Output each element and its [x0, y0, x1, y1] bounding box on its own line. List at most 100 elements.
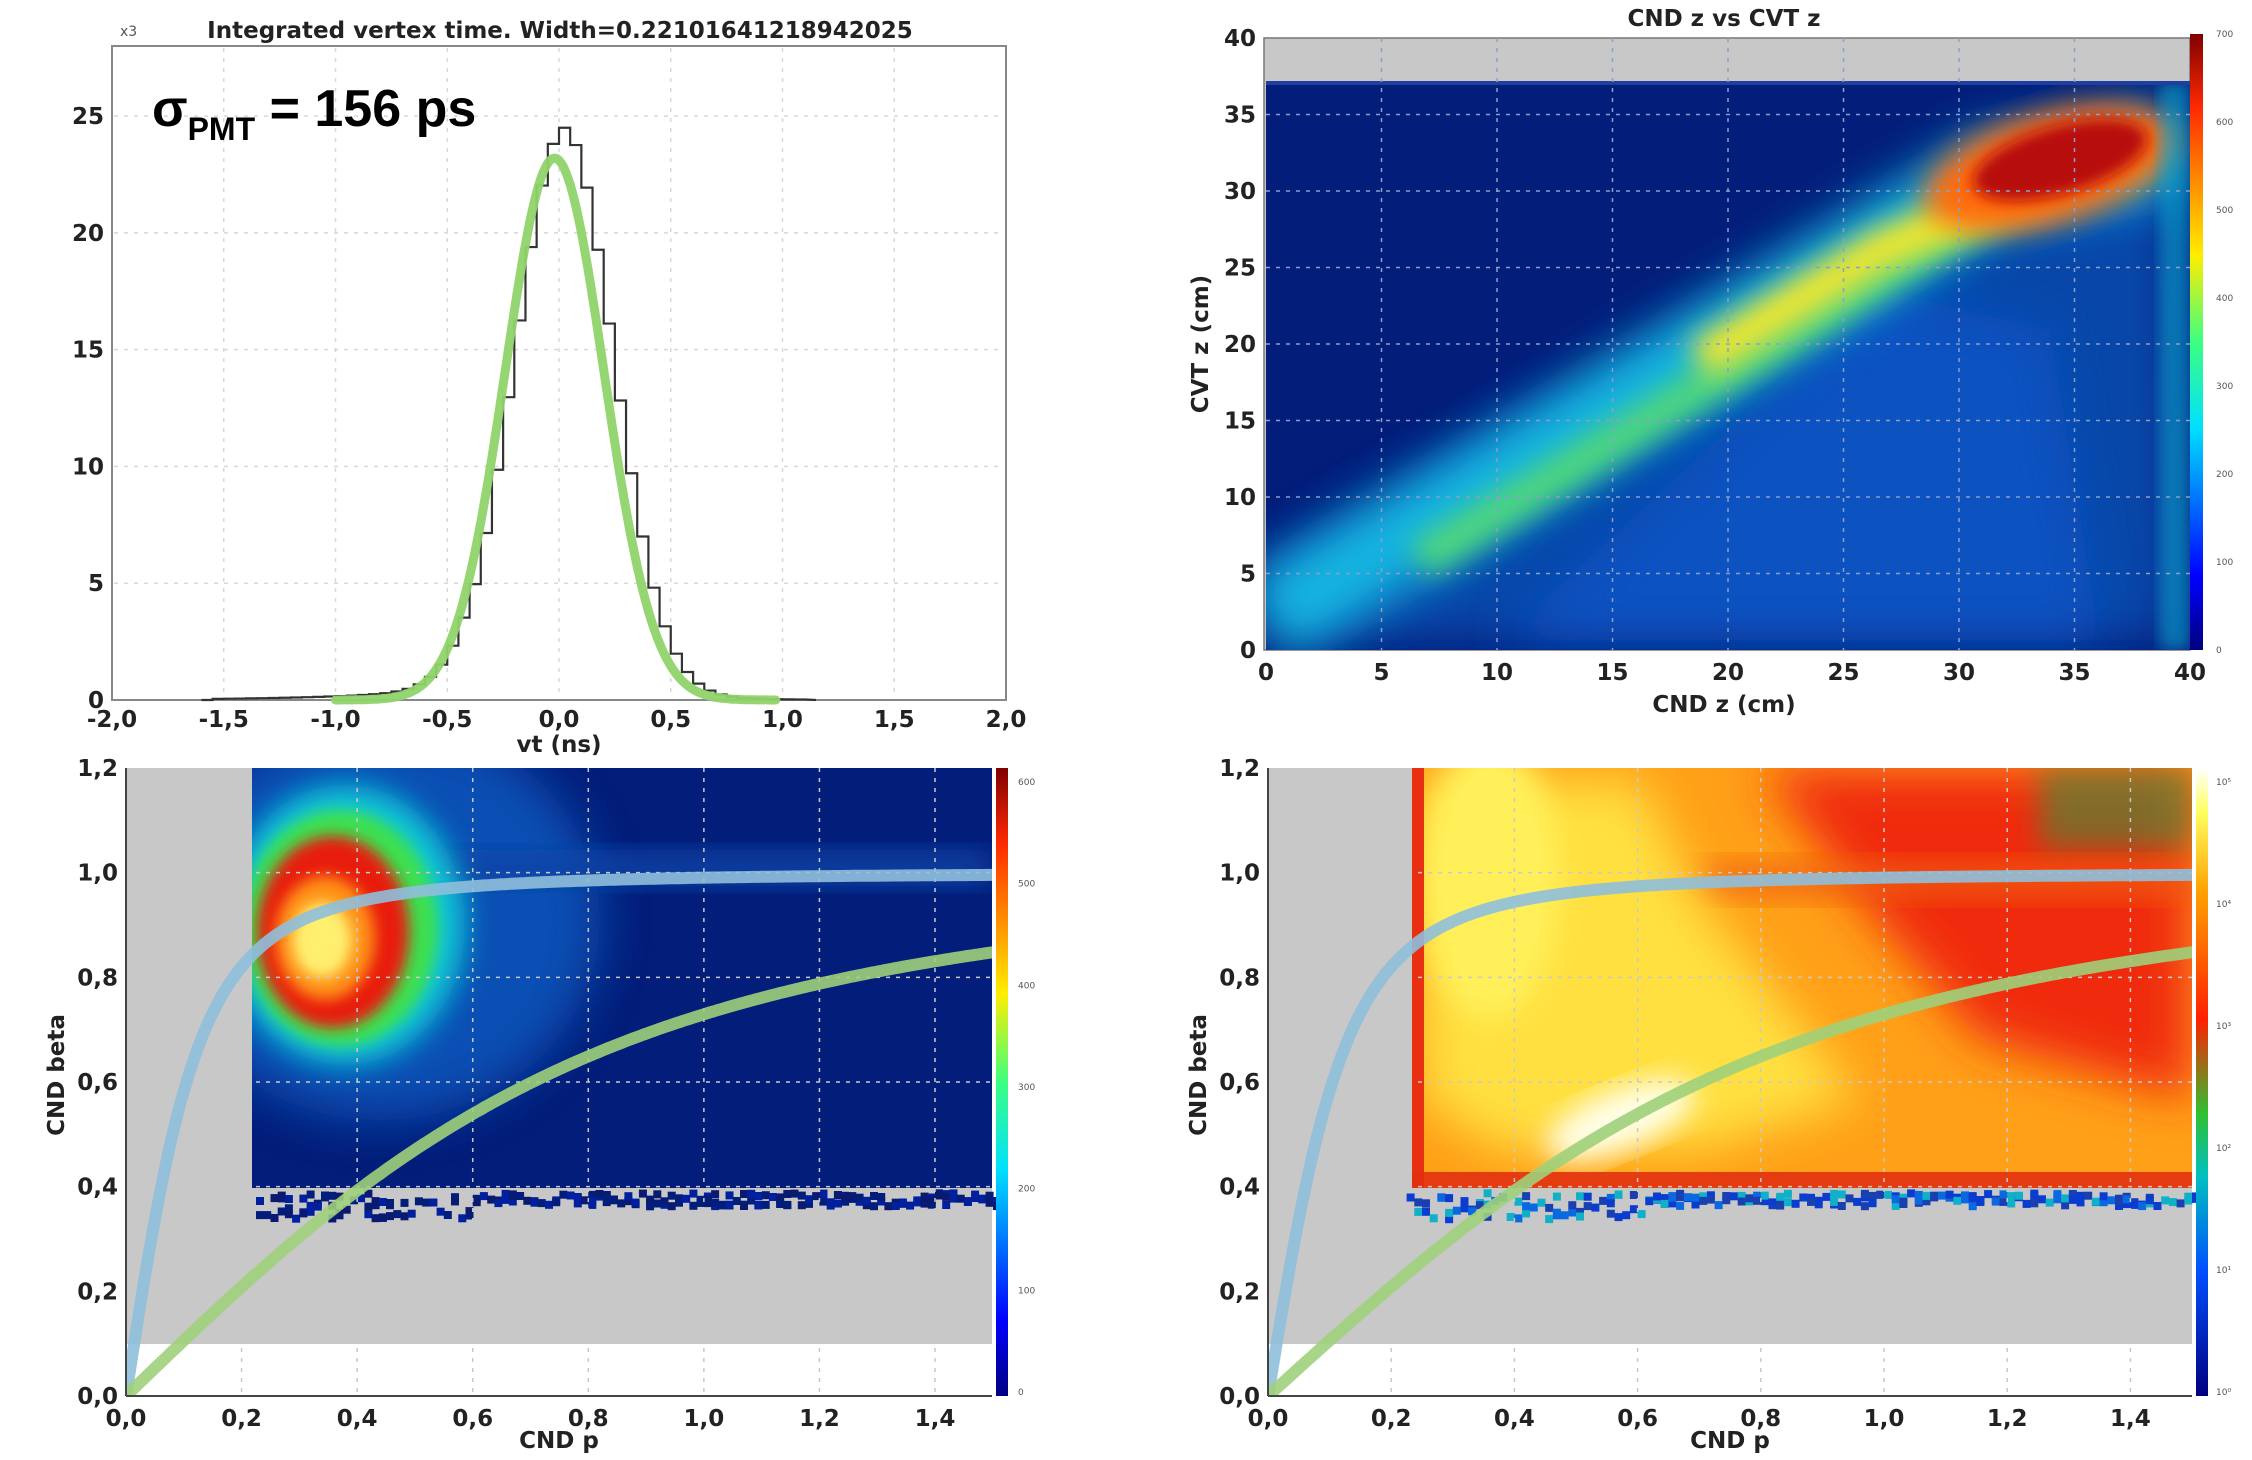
heatmap-pixel	[1868, 1191, 1877, 1200]
colorbar-label: 400	[1018, 981, 1035, 991]
heatmap-pixel	[364, 1210, 373, 1219]
heatmap-pixel	[1437, 1193, 1446, 1202]
heatmap-pixel	[414, 1197, 423, 1206]
heatmap-pixel	[1783, 1189, 1792, 1198]
heatmap-pixel	[1737, 1197, 1746, 1206]
heatmap-pixel	[1606, 1199, 1615, 1208]
x-tick-label: 40	[2174, 660, 2206, 686]
heatmap-pixel	[1760, 1197, 1769, 1206]
x-axis-label: CND z (cm)	[1652, 692, 1795, 718]
y-tick-label: 0,4	[1219, 1175, 1260, 1201]
heatmap-pixel	[2161, 1196, 2170, 1205]
heatmap-pixel	[1984, 1190, 1993, 1199]
colorbar-label: 500	[1018, 880, 1035, 890]
heatmap-pixel	[689, 1189, 698, 1198]
heatmap-pixel	[595, 1190, 604, 1198]
heatmap-pixel	[2061, 1201, 2070, 1210]
heatmap-pixel	[1930, 1193, 1939, 1202]
x-tick-label: 1,0	[1864, 1406, 1905, 1432]
y-multiplier-label: x3	[120, 24, 137, 40]
heatmap-pixel	[566, 1191, 575, 1200]
heatmap-pixel	[920, 1192, 929, 1201]
heatmap-pixel	[516, 1192, 525, 1200]
proton-guide-curve	[1268, 946, 2192, 1396]
heatmap-pixel	[263, 1211, 272, 1220]
heatmap-pixel	[1622, 1211, 1631, 1220]
heatmap-pixel	[1599, 1196, 1608, 1205]
heatmap-pixel	[1884, 1190, 1892, 1199]
heatmap-pixel	[1776, 1192, 1785, 1201]
heatmap-pixel	[2068, 1190, 2077, 1198]
grid	[114, 48, 1004, 698]
x-tick-label: -1,5	[199, 707, 249, 733]
y-tick-label: 5	[1240, 562, 1256, 588]
heatmap-pixel	[1706, 1191, 1715, 1200]
heatmap-yellow-left	[1420, 768, 1560, 1020]
heatmap-pixel	[2045, 1198, 2054, 1207]
heatmap-pixel	[1699, 1192, 1708, 1201]
heatmap-pixel	[638, 1189, 647, 1198]
heatmap-pixel	[465, 1211, 474, 1220]
heatmap-pixel	[1676, 1201, 1685, 1210]
heatmap-pixel	[1445, 1194, 1454, 1203]
heatmap-pixel	[1552, 1192, 1561, 1201]
heatmap-pixel	[1968, 1195, 1977, 1204]
heatmap-right-edge	[2160, 82, 2190, 650]
colorbar-labels: 0 100 200 300 400 500 600	[1018, 778, 1035, 1398]
heatmap-pixel	[833, 1191, 842, 1199]
colorbar-label: 100	[1018, 1286, 1035, 1296]
y-tick-labels: 0 5 10 15 20 25 30 35 40	[1224, 26, 1256, 664]
heatmap-pixel	[942, 1201, 951, 1209]
heatmap-pixel	[1737, 1191, 1746, 1200]
heatmap-pixel	[1876, 1190, 1885, 1199]
heatmap-pixel	[523, 1196, 532, 1205]
colorbar	[996, 768, 1008, 1396]
heatmap-pixel	[386, 1199, 394, 1207]
heatmap-pixel	[1953, 1196, 1962, 1205]
heatmap-pixel	[1514, 1197, 1523, 1206]
heatmap-pixel	[508, 1190, 517, 1199]
heatmap-pixel	[971, 1190, 980, 1199]
heatmap-pixel	[949, 1189, 958, 1198]
heatmap-pixel	[342, 1205, 351, 1214]
heatmap-pixel	[747, 1196, 756, 1205]
x-tick-label: 0,0	[1248, 1406, 1289, 1432]
sigma-annotation: σPMT = 156 ps	[152, 80, 476, 147]
colorbar-label: 600	[2216, 118, 2233, 128]
heatmap-pixel	[1606, 1209, 1615, 1218]
heatmap-pixel	[819, 1197, 828, 1206]
heatmap-pixel	[725, 1191, 734, 1200]
heatmap-pixel	[588, 1190, 597, 1199]
chart-title: CND z vs CVT z	[1627, 6, 1820, 32]
heatmap-pixel	[978, 1195, 987, 1204]
heatmap-peak-red	[1972, 118, 2148, 202]
heatmap-pixel	[1606, 1193, 1615, 1202]
heatmap-pixel	[1914, 1190, 1923, 1199]
colorbar-label: 10⁴	[2216, 900, 2231, 910]
heatmap-pixel	[458, 1214, 467, 1223]
y-tick-label: 0,0	[77, 1384, 118, 1410]
heatmap-pixel	[1614, 1190, 1623, 1199]
heatmap-pixel	[1922, 1197, 1931, 1206]
x-tick-labels: -2,0 -1,5 -1,0 -0,5 0,0 0,5 1,0 1,5 2,0	[87, 707, 1027, 733]
heatmap-bottom-edge	[1412, 1172, 2192, 1188]
heatmap-pixel	[1483, 1189, 1492, 1198]
heatmap-pixel	[1583, 1192, 1592, 1201]
chart-title: Integrated vertex time. Width=0.22101641…	[207, 18, 913, 44]
heatmap-pixel	[1468, 1207, 1477, 1216]
heatmap-pixel	[2176, 1199, 2185, 1208]
heatmap-pixel	[1460, 1197, 1469, 1206]
heatmap-pixel	[2076, 1191, 2085, 1200]
heatmap-pixel	[386, 1212, 394, 1221]
guide-curves	[126, 868, 992, 1396]
heatmap-pixel	[1583, 1202, 1592, 1211]
heatmap-pixel	[985, 1191, 994, 1200]
heatmap-pixel	[841, 1191, 850, 1200]
heatmap-pixel	[2053, 1195, 2062, 1204]
heatmap-pixel	[754, 1201, 763, 1210]
heatmap-pixel	[906, 1201, 915, 1210]
proton-guide-curve	[126, 946, 992, 1396]
heatmap-pixel	[1460, 1204, 1469, 1213]
x-tick-labels: 0,0 0,2 0,4 0,6 0,8 1,0 1,2 1,4	[106, 1406, 956, 1432]
heatmap-pixel	[1637, 1210, 1646, 1219]
